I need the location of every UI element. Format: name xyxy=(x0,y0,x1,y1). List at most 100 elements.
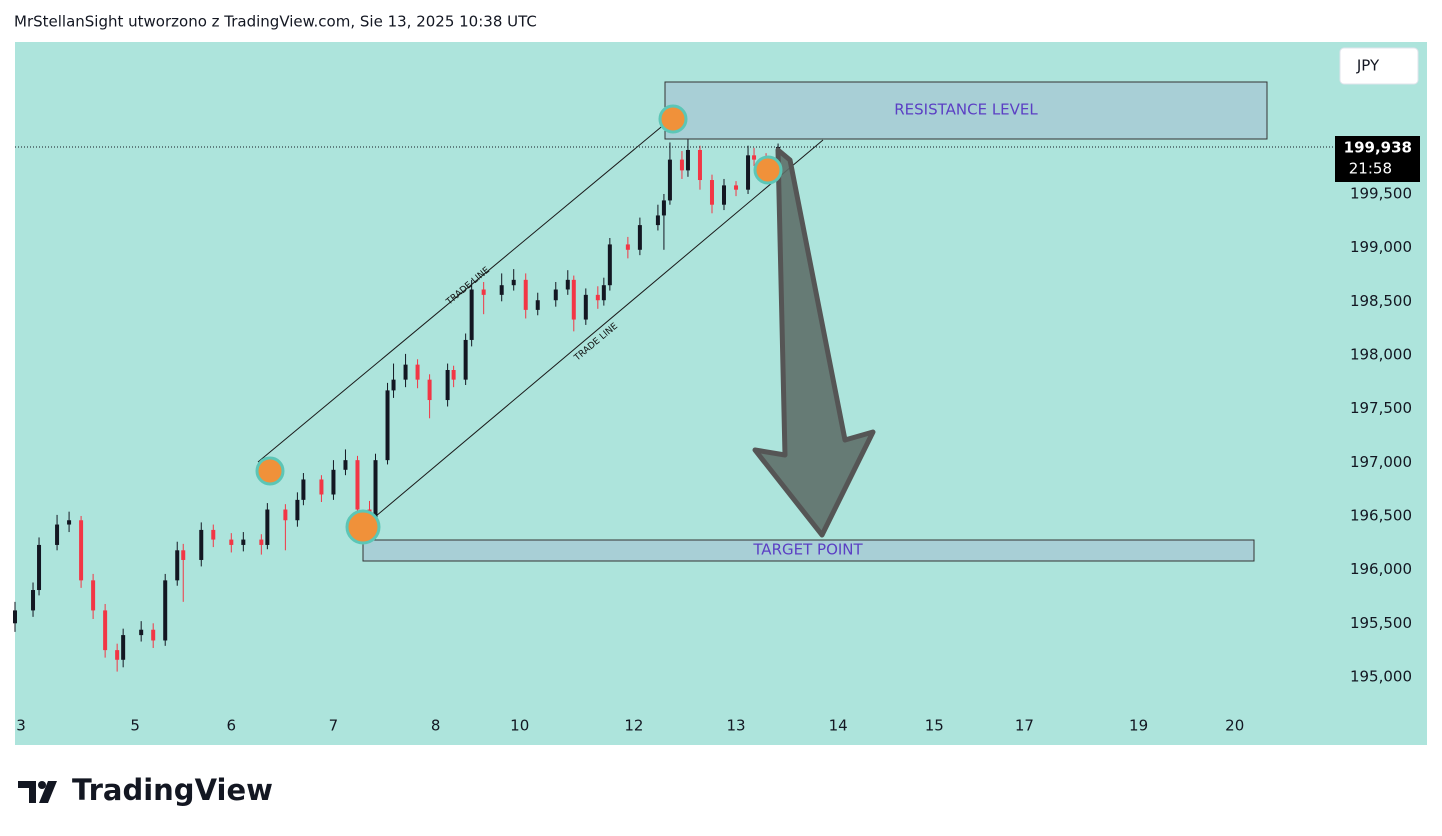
candle-body xyxy=(553,289,558,301)
x-tick-label: 8 xyxy=(431,717,441,735)
currency: JPY xyxy=(1356,57,1380,75)
candle-body xyxy=(535,300,540,310)
pivot xyxy=(345,509,381,545)
target-label: TARGET POINT xyxy=(752,541,863,559)
candle-body xyxy=(121,635,126,660)
candle-body xyxy=(511,279,516,286)
candle-body xyxy=(625,244,630,250)
candle-body xyxy=(91,580,96,611)
y-tick-label: 197,500 xyxy=(1350,399,1412,417)
candle-body xyxy=(241,539,246,545)
x-tick-label: 6 xyxy=(227,717,237,735)
candle-body xyxy=(181,550,186,560)
trade-line xyxy=(257,117,673,463)
currency-box[interactable] xyxy=(1339,47,1419,85)
candle-body xyxy=(319,479,324,495)
pivot-markers xyxy=(255,104,783,545)
candle-body xyxy=(655,215,660,226)
candle-body xyxy=(373,460,378,530)
candle-body xyxy=(722,185,727,205)
price-label: 199,938 xyxy=(1344,139,1412,157)
candle-body xyxy=(667,159,672,201)
candle-body xyxy=(283,509,288,521)
candle-body xyxy=(391,379,396,391)
down-arrow xyxy=(752,147,876,538)
y-tick-label: 199,500 xyxy=(1350,184,1412,202)
candle-body xyxy=(427,379,432,401)
candle-body xyxy=(331,469,336,495)
x-tick-label: 15 xyxy=(925,717,944,735)
candle-body xyxy=(607,244,612,286)
candle-body xyxy=(685,149,690,171)
resistance-zone xyxy=(664,81,1268,140)
candle-body xyxy=(565,279,570,290)
candle-body xyxy=(469,289,474,340)
x-tick-label: 12 xyxy=(624,717,643,735)
candle-body xyxy=(115,650,120,660)
candle-body xyxy=(139,629,144,636)
candle-body xyxy=(601,285,606,301)
candle-body xyxy=(385,390,390,461)
candle-body xyxy=(37,544,42,591)
candle-body xyxy=(31,590,36,611)
candle-body xyxy=(163,580,168,641)
candle-body xyxy=(151,629,156,641)
x-tick-label: 14 xyxy=(829,717,848,735)
y-tick-label: 197,000 xyxy=(1350,453,1412,471)
candle-body xyxy=(343,460,348,470)
y-tick-label: 199,000 xyxy=(1350,238,1412,256)
x-tick-label: 17 xyxy=(1015,717,1034,735)
pivot xyxy=(658,104,688,134)
candle-body xyxy=(583,294,588,320)
y-tick-label: 198,500 xyxy=(1350,292,1412,310)
candle-body xyxy=(451,369,456,380)
candle-body xyxy=(734,185,739,190)
candle-body xyxy=(571,279,576,320)
logo-icon xyxy=(18,781,57,803)
candle-body xyxy=(103,610,108,651)
candle-body xyxy=(211,529,216,540)
candle-body xyxy=(265,509,270,545)
x-tick-label: 19 xyxy=(1129,717,1148,735)
countdown: 21:58 xyxy=(1349,160,1392,178)
y-tick-label: 196,000 xyxy=(1350,560,1412,578)
candle-body xyxy=(463,339,468,380)
x-tick-label: 13 xyxy=(726,717,745,735)
candle-body xyxy=(295,499,300,521)
candle-body xyxy=(199,529,204,560)
x-tick-label: 7 xyxy=(329,717,339,735)
candle-body xyxy=(13,610,17,624)
x-tick-label: 5 xyxy=(130,717,140,735)
y-tick-label: 195,000 xyxy=(1350,667,1412,685)
candle-body xyxy=(403,364,408,380)
candle-body xyxy=(229,539,234,545)
candle-body xyxy=(697,149,702,181)
resistance-label: RESISTANCE LEVEL xyxy=(894,101,1038,119)
y-tick-label: 198,000 xyxy=(1350,345,1412,363)
candle-body xyxy=(481,289,486,295)
candle-body xyxy=(79,520,84,581)
y-tick-label: 195,500 xyxy=(1350,614,1412,632)
pivot xyxy=(255,456,285,486)
candle-body xyxy=(445,369,450,401)
candle-body xyxy=(523,279,528,310)
candle-body xyxy=(355,460,360,510)
target-zone xyxy=(362,539,1255,562)
chart-area xyxy=(15,42,1427,745)
candle-body xyxy=(752,155,757,160)
trade-line xyxy=(362,139,824,528)
candle-body xyxy=(499,285,504,295)
y-tick-label: 196,500 xyxy=(1350,506,1412,524)
candle-body xyxy=(67,520,72,525)
x-tick-label: 20 xyxy=(1225,717,1244,735)
candle-body xyxy=(415,364,420,380)
candle-body xyxy=(709,180,714,205)
logo: TradingView xyxy=(72,773,273,807)
candle-body xyxy=(55,524,60,545)
candle-body xyxy=(637,225,642,250)
pivot xyxy=(753,155,783,185)
candle-body xyxy=(301,479,306,500)
candle-body xyxy=(175,550,180,581)
x-tick-label: 10 xyxy=(510,717,529,735)
